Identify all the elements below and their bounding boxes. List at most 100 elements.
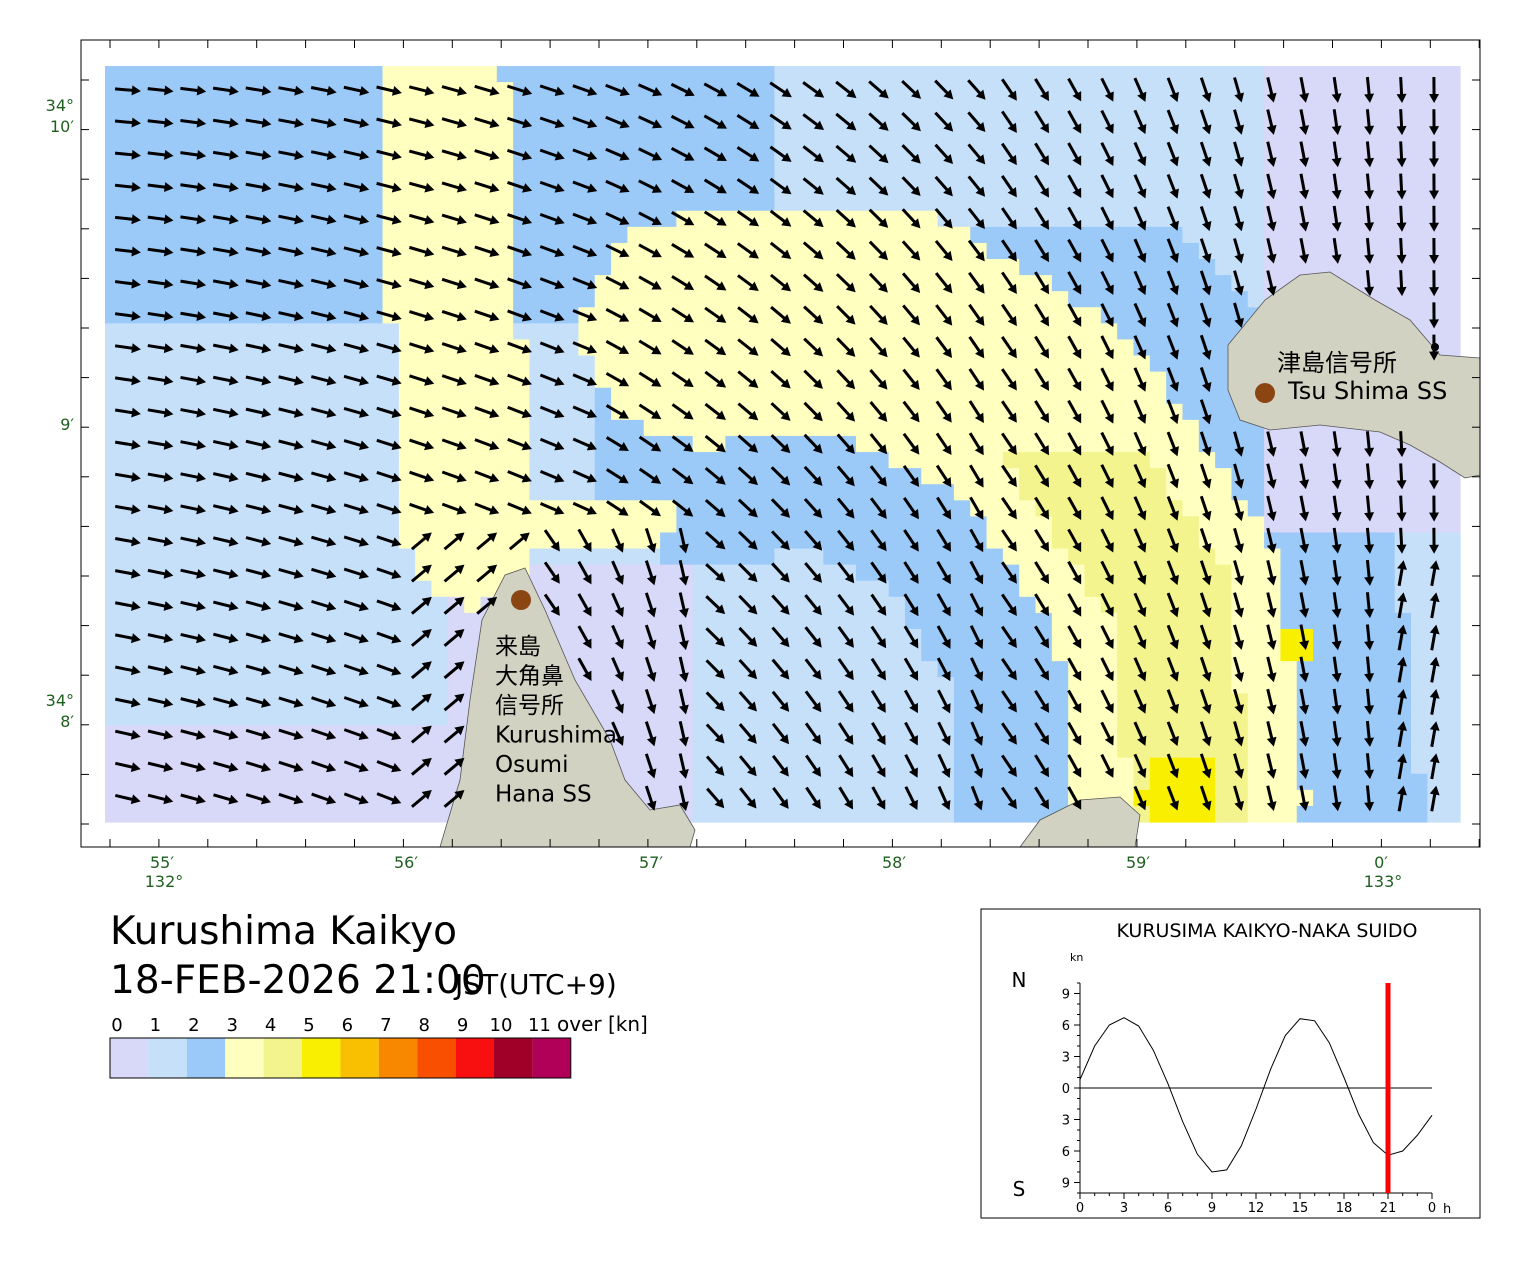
speed-cell [921,677,938,694]
speed-cell [464,259,481,276]
speed-cell [138,452,155,469]
speed-cell [987,291,1004,308]
speed-cell [1019,693,1036,710]
speed-cell [399,259,416,276]
speed-cell [562,372,579,389]
speed-cell [709,163,726,180]
speed-cell [1313,806,1330,823]
speed-cell [660,195,677,212]
speed-cell [399,468,416,485]
speed-cell [1378,758,1395,775]
speed-cell [1052,565,1069,582]
speed-cell [889,806,906,823]
speed-cell [807,452,824,469]
speed-cell [889,758,906,775]
speed-cell [1378,661,1395,678]
speed-cell [1019,275,1036,292]
speed-cell [1019,790,1036,807]
speed-cell [1411,790,1428,807]
speed-cell [138,339,155,356]
speed-cell [236,323,253,340]
speed-cell [1346,597,1363,614]
speed-cell [529,259,546,276]
speed-cell [236,677,253,694]
speed-cell [758,774,775,791]
speed-cell [1248,436,1265,453]
speed-cell [236,725,253,742]
speed-cell [791,661,808,678]
speed-cell [432,404,449,421]
speed-cell [856,82,873,99]
speed-cell [1411,307,1428,324]
speed-cell [1280,516,1297,533]
speed-cell [219,645,236,662]
speed-cell [383,452,400,469]
speed-cell [1052,259,1069,276]
speed-cell [840,774,857,791]
speed-cell [611,163,628,180]
speed-cell [1378,645,1395,662]
speed-cell [121,98,138,115]
speed-cell [366,388,383,405]
speed-cell [1182,581,1199,598]
speed-cell [627,693,644,710]
speed-cell [889,742,906,759]
speed-cell [1346,581,1363,598]
speed-cell [170,725,187,742]
speed-cell [497,323,514,340]
speed-cell [970,195,987,212]
speed-cell [219,195,236,212]
speed-cell [823,581,840,598]
speed-cell [415,259,432,276]
speed-cell [448,356,465,373]
speed-cell [905,291,922,308]
speed-cell [1052,790,1069,807]
speed-cell [693,356,710,373]
speed-cell [595,549,612,566]
speed-cell [987,259,1004,276]
speed-cell [987,356,1004,373]
speed-cell [856,195,873,212]
speed-cell [1215,66,1232,83]
speed-cell [415,484,432,501]
speed-cell [1248,645,1265,662]
speed-cell [823,420,840,437]
speed-cell [807,742,824,759]
speed-cell [1427,98,1444,115]
speed-cell [285,195,302,212]
speed-cell [1019,404,1036,421]
speed-cell [1052,275,1069,292]
speed-cell [121,227,138,244]
speed-cell [791,758,808,775]
speed-cell [219,677,236,694]
speed-cell [448,163,465,180]
speed-cell [872,549,889,566]
speed-cell [317,66,334,83]
speed-cell [1346,677,1363,694]
speed-cell [921,307,938,324]
speed-cell [709,516,726,533]
speed-cell [987,179,1004,196]
speed-cell [1313,98,1330,115]
speed-cell [497,275,514,292]
speed-cell [546,227,563,244]
speed-cell [1085,532,1102,549]
speed-cell [366,211,383,228]
speed-cell [138,725,155,742]
speed-cell [1248,613,1265,630]
speed-cell [562,436,579,453]
speed-cell [1085,500,1102,517]
speed-cell [1085,339,1102,356]
speed-cell [627,645,644,662]
speed-cell [644,259,661,276]
speed-cell [480,388,497,405]
speed-cell [448,388,465,405]
speed-cell [203,211,220,228]
speed-cell [203,725,220,742]
speed-cell [1150,323,1167,340]
speed-cell [742,549,759,566]
speed-cell [758,677,775,694]
speed-cell [595,677,612,694]
speed-cell [334,388,351,405]
speed-cell [1150,436,1167,453]
